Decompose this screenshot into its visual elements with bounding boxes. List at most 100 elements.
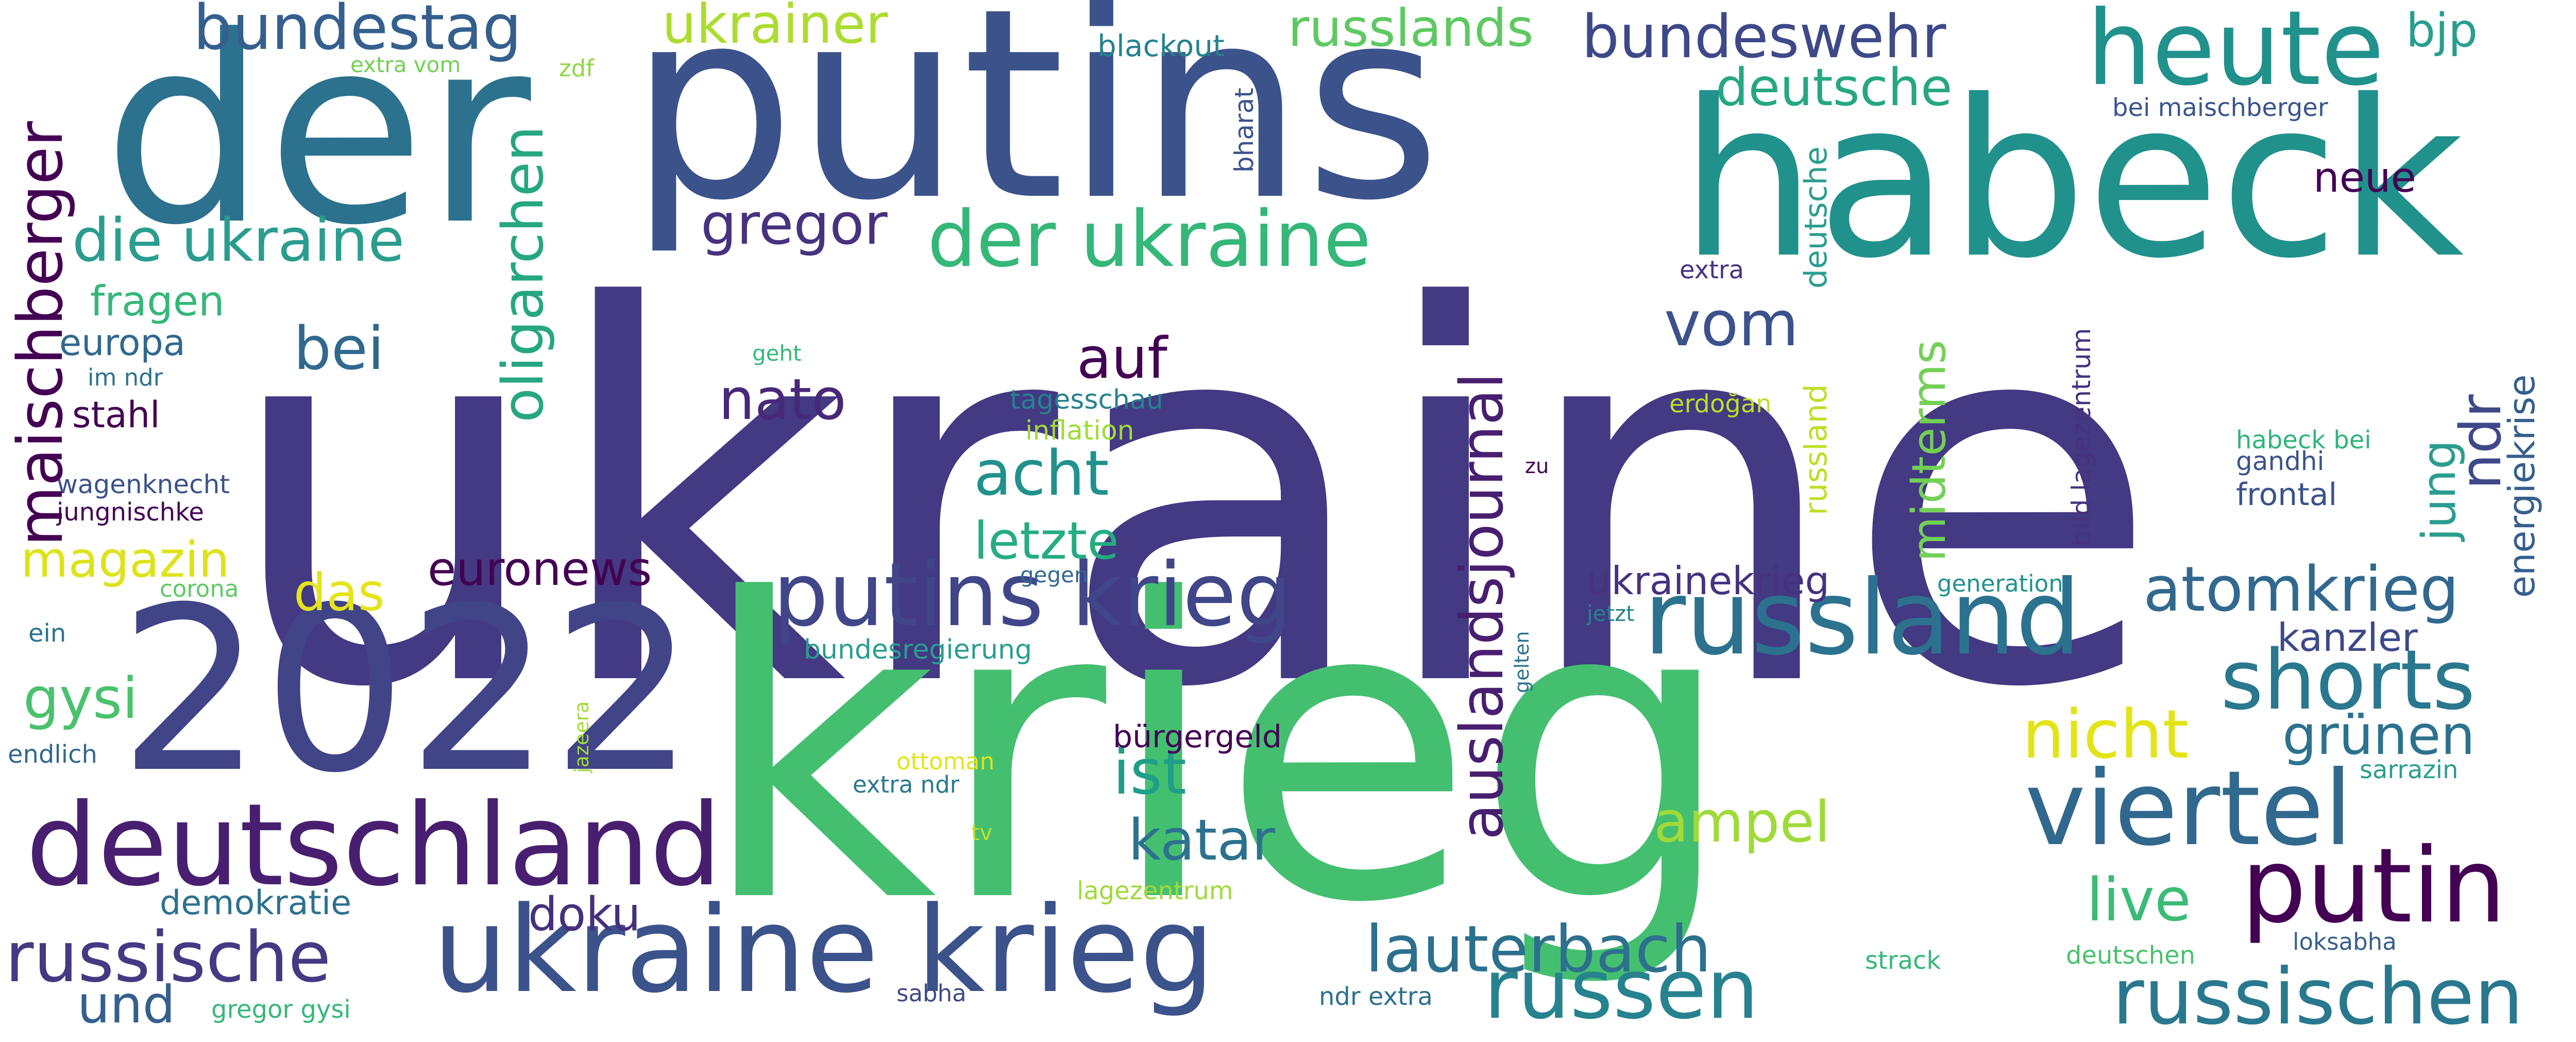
word-atomkrieg: atomkrieg [2143,554,2460,626]
word-nato: nato [719,366,846,432]
word-demokratie: demokratie [160,884,352,922]
word-nicht: nicht [2022,695,2189,774]
word-russischen: russischen [2112,952,2523,1042]
word-putins: putins [629,0,1442,258]
word-bharat: bharat [1229,88,1259,173]
word-die-ukraine: die ukraine [72,206,405,275]
word-jetzt: jetzt [1587,601,1635,626]
word-ein: ein [28,619,66,648]
word-blackout: blackout [1097,28,1225,63]
word-fragen: fragen [90,277,225,325]
word-zdf: zdf [559,55,595,82]
word-ukrainekrieg: ukrainekrieg [1587,558,1830,603]
word-burgergeld: bürgergeld [1113,719,1282,755]
word-habeck-bei: habeck bei [2236,426,2371,455]
word-bundeswehr: bundeswehr [1582,3,1946,72]
word-russlands: russlands [1288,0,1534,58]
word-russen: russen [1484,941,1759,1037]
word-2022: 2022 [118,559,696,822]
word-magazin: magazin [21,532,230,589]
word-midterms: midterms [1902,340,1956,562]
word-bei: bei [294,314,384,383]
word-ndr-extra: ndr extra [1319,982,1433,1011]
word-wagenknecht: wagenknecht [57,469,230,499]
word-viertel: viertel [2025,749,2353,869]
word-sarrazin: sarrazin [2360,755,2459,784]
word-inflation: inflation [1025,415,1134,446]
word-ampel: ampel [1654,789,1831,855]
word-doku: doku [528,887,641,942]
word-bjp: bjp [2406,4,2478,58]
word-frontal: frontal [2236,477,2337,513]
word-letzte: letzte [974,511,1119,571]
word-gandhi: gandhi [2236,446,2325,476]
word-heute: heute [2087,0,2385,109]
word-jung: jung [2412,440,2466,541]
word-ottoman: ottoman [896,748,995,775]
word-und: und [77,974,176,1035]
word-ukraine: ukraine [222,200,2161,800]
word-vom: vom [1664,289,1799,360]
word-maischberger: maischberger [5,121,77,546]
word-oligarchen: oligarchen [490,125,556,423]
word-euronews: euronews [428,542,652,596]
word-shorts: shorts [2221,632,2476,728]
word-strack: strack [1865,946,1941,975]
word-extra: extra [1680,256,1744,284]
word-lauterbach: lauterbach [1365,912,1711,987]
word-putin: putin [2241,826,2506,946]
word-jungnischke: jungnischke [57,498,204,527]
word-im-ndr: im ndr [88,364,163,391]
word-krieg: krieg [698,512,1736,993]
word-der: der [103,0,531,281]
word-generation: generation [1937,570,2063,597]
word-neue: neue [2313,154,2416,201]
word-erdogan: erdoğan [1669,390,1772,418]
word-bundestag: bundestag [193,0,522,64]
word-energiekrise: energiekrise [2501,374,2543,598]
word-deutschen: deutschen [2066,941,2196,970]
word-gysi: gysi [23,665,138,731]
word-gregor-gysi: gregor gysi [211,995,351,1024]
word-sabha: sabha [896,980,967,1007]
word-live: live [2087,866,2191,935]
word-putins-krieg: putins krieg [773,544,1292,646]
word-habeck: habeck [1680,54,2464,306]
word-kanzler: kanzler [2277,615,2418,660]
word-geht: geht [752,341,802,366]
word-russland-vertical: russland [1798,384,1834,515]
word-gegen: gegen [1020,562,1088,587]
word-europa: europa [59,322,185,364]
word-grunen: grünen [2282,704,2476,767]
word-tv: tv [971,820,993,845]
word-extra-ndr: extra ndr [853,771,960,798]
word-acht: acht [974,438,1109,510]
word-bild-lagezentrum: bild lagezentrum [2066,328,2096,546]
word-bei-maischberger: bei maischberger [2112,93,2328,122]
word-deutsche: deutsche [1716,57,1953,117]
word-auslandsjournal: auslandsjournal [1448,372,1517,840]
word-das: das [294,562,385,623]
word-katar: katar [1128,807,1275,873]
word-gelten: gelten [1511,631,1533,693]
word-deutsche-vertical: deutsche [1798,146,1834,289]
word-stahl: stahl [72,394,160,436]
word-loksabha: loksabha [2293,928,2397,955]
word-deutschland: deutschland [26,779,722,911]
word-ukrainer: ukrainer [662,0,888,56]
word-endlich: endlich [8,740,97,769]
word-ist: ist [1113,737,1187,809]
word-russische: russische [5,917,331,998]
word-ukraine-krieg: ukraine krieg [433,882,1215,1019]
word-gregor: gregor [701,191,888,257]
word-tagesschau: tagesschau [1010,384,1163,415]
word-zu: zu [1525,455,1549,478]
word-extra-vom: extra vom [350,52,461,77]
word-bundesregierung: bundesregierung [804,634,1032,665]
word-corona: corona [160,575,239,602]
word-der-ukraine: der ukraine [927,195,1371,284]
word-russland: russland [1643,558,2081,678]
word-lagezentrum: lagezentrum [1077,877,1233,905]
word-auf: auf [1077,325,1167,391]
